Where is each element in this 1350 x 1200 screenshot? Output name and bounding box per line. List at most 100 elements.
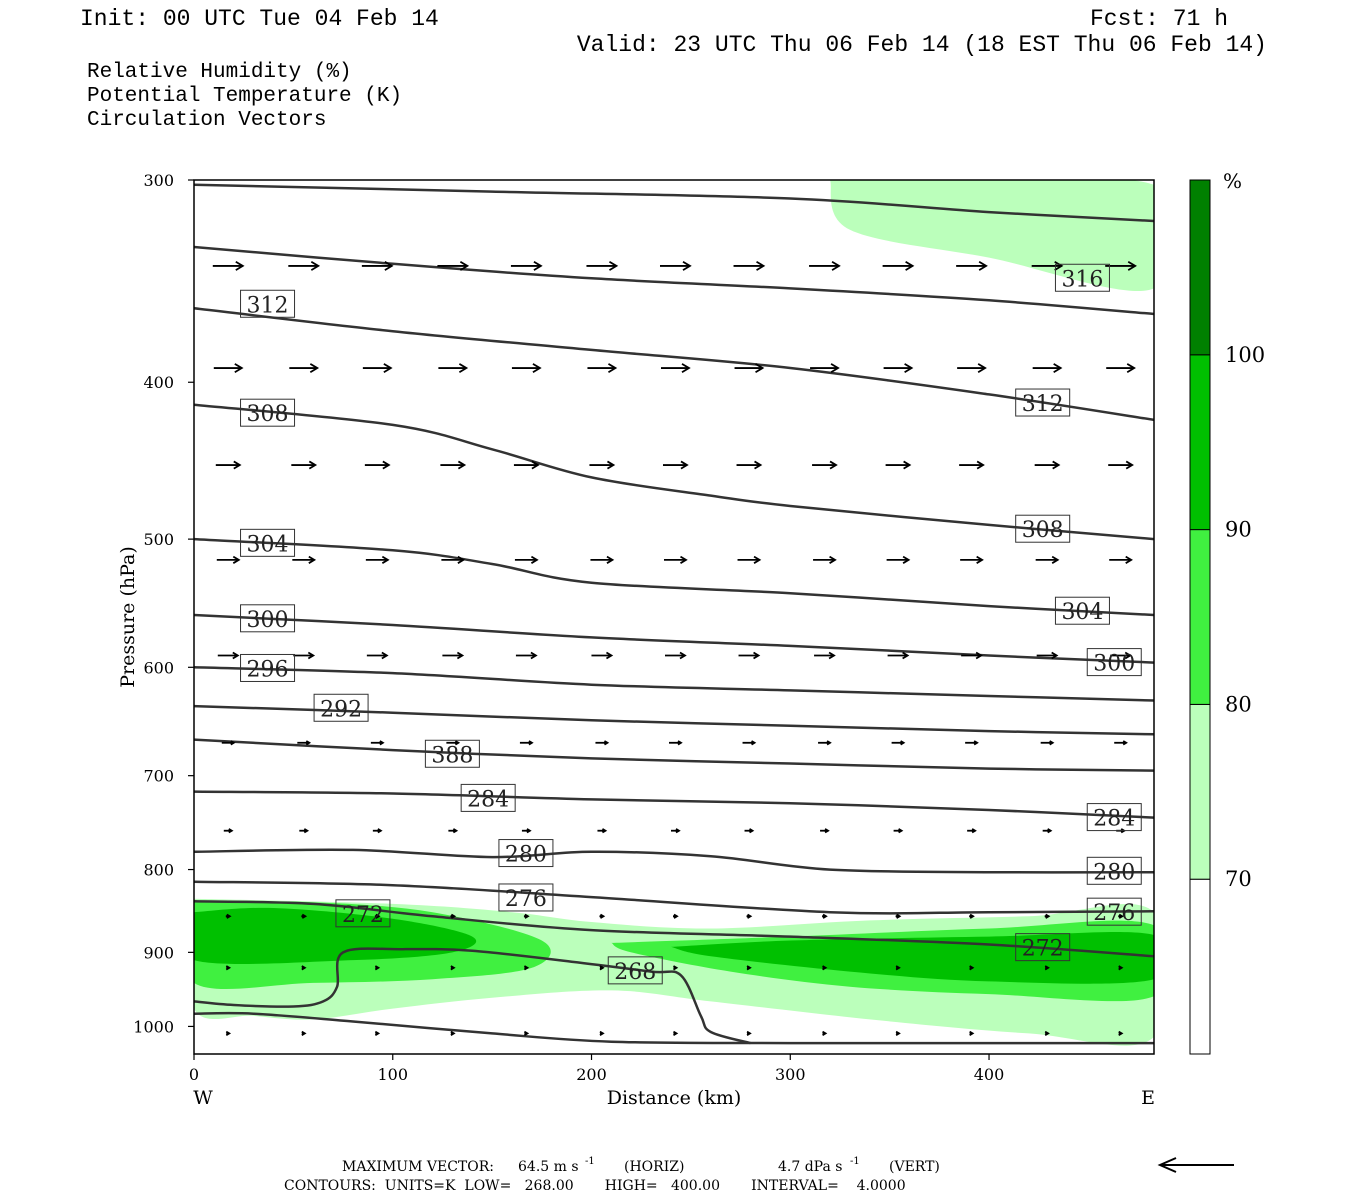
x-tick-label: 400 (974, 1065, 1005, 1084)
circulation-vector (597, 828, 608, 834)
theta-contour-296 (194, 613, 1154, 664)
circulation-vector (299, 828, 310, 834)
colorbar-level-label: 100 (1225, 343, 1265, 367)
circulation-vector (364, 460, 391, 470)
circulation-vector (960, 555, 984, 564)
x-tick-label: 0 (189, 1065, 199, 1084)
circulation-vector (895, 965, 901, 971)
circulation-vector (438, 363, 469, 374)
max-vector-horiz-suffix: (HORIZ) (624, 1159, 684, 1175)
circulation-vector (814, 651, 836, 660)
circulation-vector (1036, 651, 1059, 660)
circulation-vector (440, 460, 467, 470)
contours-info: CONTOURS: UNITS=K LOW= 268.00 HIGH= 400.… (284, 1178, 906, 1194)
svg-text:316: 316 (1061, 267, 1103, 292)
circulation-vector (956, 260, 988, 271)
circulation-vector (599, 913, 606, 919)
circulation-vector (514, 555, 539, 564)
x-tick-label: 200 (576, 1065, 607, 1084)
circulation-vector (297, 740, 312, 746)
circulation-vector (450, 1030, 456, 1036)
circulation-vector (212, 260, 245, 271)
svg-text:292: 292 (320, 697, 362, 722)
circulation-vector (1042, 828, 1053, 834)
circulation-vector (366, 651, 389, 660)
theta-contour-272 (194, 880, 1154, 915)
y-tick-label: 400 (143, 373, 174, 392)
circulation-vector (969, 1030, 975, 1036)
circulation-vector (217, 651, 240, 660)
y-tick-label: 800 (143, 861, 174, 880)
contour-label-272: 272 (1015, 933, 1071, 962)
circulation-vector (591, 651, 614, 660)
circulation-vector (1044, 1030, 1050, 1036)
contour-label-272: 272 (335, 899, 391, 928)
circulation-vector (513, 460, 540, 470)
circulation-vector (746, 965, 752, 971)
theta-contour-264 (194, 947, 751, 1045)
svg-text:284: 284 (467, 787, 509, 812)
colorbar-segment (1189, 878, 1211, 1055)
circulation-vector (595, 740, 610, 746)
circulation-vector (374, 1030, 381, 1036)
circulation-vector (957, 363, 987, 374)
circulation-vector (659, 260, 692, 271)
circulation-vector (450, 965, 456, 971)
circulation-vector (812, 460, 838, 470)
circulation-vector (672, 913, 679, 919)
circulation-vector (221, 740, 236, 746)
circulation-vector (523, 1030, 530, 1036)
circulation-vector (895, 913, 902, 919)
y-tick-label: 500 (143, 530, 174, 549)
circulation-vector (213, 363, 244, 374)
x-axis-west-label: W (193, 1087, 213, 1109)
circulation-vector (223, 828, 234, 834)
contour-labels: 316 312 312 308 308 304 304 300 300 296 292 388 284 2… (240, 263, 1142, 985)
circulation-vector (374, 913, 381, 919)
circulation-vector (442, 651, 465, 660)
circulation-vector (670, 828, 681, 834)
circulation-vector (744, 828, 755, 834)
circulation-vector (746, 913, 753, 919)
plot-axes: 300 400 500 600 700 800 900 1000 0 100 200 300 400 (133, 171, 1155, 1084)
circulation-vector (448, 828, 459, 834)
svg-text:304: 304 (247, 532, 289, 557)
svg-text:308: 308 (247, 402, 289, 427)
circulation-vector (1105, 260, 1137, 271)
contour-label-312: 312 (1015, 388, 1071, 417)
plot-frame (193, 179, 1155, 1055)
contour-label-316: 316 (1054, 263, 1110, 292)
rh-region-70-1 (830, 180, 1154, 292)
contour-label-296: 296 (240, 653, 296, 682)
theta-contour-276 (194, 848, 1154, 874)
circulation-vector (734, 363, 765, 374)
svg-text:272: 272 (342, 903, 384, 928)
circulation-vector (301, 1030, 307, 1036)
contour-label-276: 276 (1086, 897, 1142, 926)
max-vector-vert-suffix: (VERT) (889, 1159, 940, 1175)
colorbar-segment (1189, 703, 1211, 880)
contour-label-288: 388 (424, 739, 480, 768)
circulation-vector (515, 651, 538, 660)
circulation-vector (441, 555, 466, 564)
circulation-vector (822, 1030, 828, 1036)
circulation-vector (662, 460, 689, 470)
circulation-vector (663, 555, 688, 564)
circulation-vector (893, 828, 904, 834)
y-tick-label: 300 (143, 171, 174, 190)
circulation-vector (895, 1030, 901, 1036)
theta-contour-312 (194, 245, 1154, 316)
circulation-vector (586, 260, 619, 271)
theta-contour-288 (194, 704, 1154, 736)
circulation-vector (969, 965, 975, 971)
contour-label-268: 268 (607, 956, 663, 985)
svg-text:388: 388 (431, 743, 473, 768)
circulation-vector (225, 913, 232, 919)
svg-text:312: 312 (247, 293, 289, 318)
circulation-vector (959, 460, 985, 470)
contour-label-300: 300 (1086, 648, 1142, 677)
circulation-vector (809, 260, 841, 271)
circulation-vector (1106, 363, 1136, 374)
circulation-vector (510, 260, 543, 271)
